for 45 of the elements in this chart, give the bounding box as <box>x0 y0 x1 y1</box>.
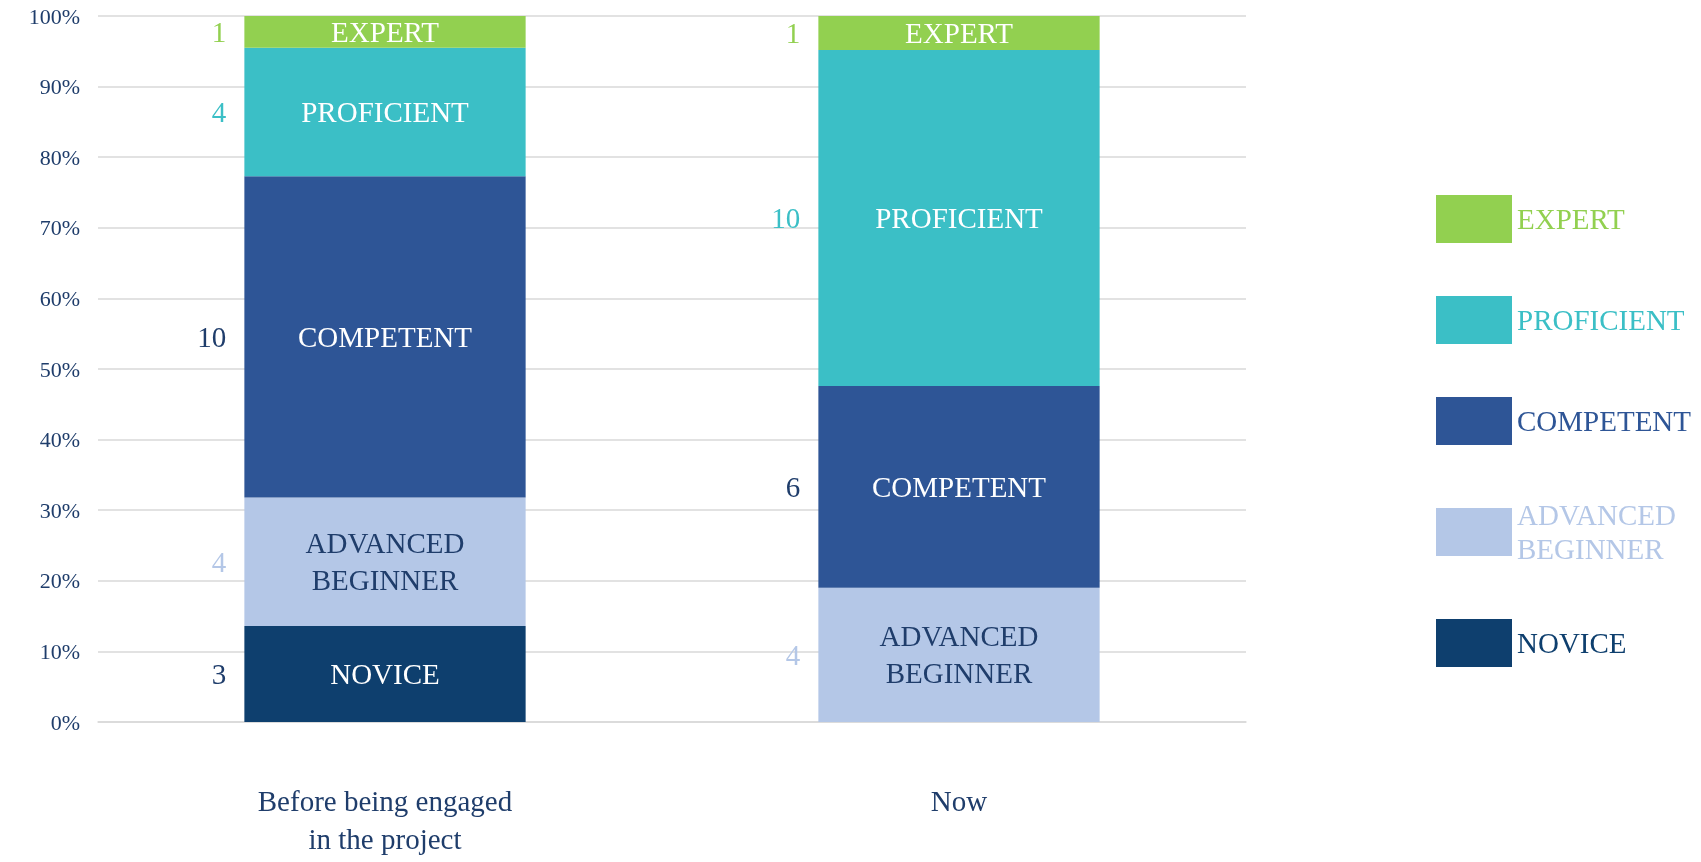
text: EXPERT <box>331 15 439 48</box>
bar <box>818 49 1100 386</box>
text: EXPERT <box>905 16 1013 49</box>
text: COMPETENT <box>872 470 1046 503</box>
bar <box>818 587 1100 722</box>
text: ADVANCED BEGINNER <box>879 620 1039 690</box>
text: NOVICE <box>330 657 440 690</box>
text: PROFICIENT <box>301 96 469 129</box>
annotation: 4 <box>785 638 801 671</box>
legend-label: PROFICIENT <box>1517 304 1685 336</box>
y-tick-label: 20% <box>39 568 80 594</box>
bar <box>244 497 526 626</box>
y-tick-label: 60% <box>39 285 80 311</box>
bar <box>244 16 526 48</box>
x-tick-label: Before being engaged in the project <box>257 785 513 855</box>
y-tick-label: 100% <box>28 3 80 29</box>
bar <box>244 625 526 722</box>
annotation: 4 <box>211 96 227 129</box>
legend-label: ADVANCED BEGINNER <box>1517 499 1676 565</box>
annotation: 1 <box>211 15 227 48</box>
annotation: 10 <box>197 320 227 353</box>
text: COMPETENT <box>298 320 472 353</box>
annotation: 10 <box>771 201 801 234</box>
y-tick-label: 70% <box>39 215 80 241</box>
y-tick-label: 40% <box>39 427 80 453</box>
legend-label: NOVICE <box>1517 627 1627 659</box>
y-tick-label: 50% <box>39 356 80 382</box>
y-tick-label: 30% <box>39 497 80 523</box>
annotation: 3 <box>211 657 227 690</box>
y-tick-label: 80% <box>39 144 80 170</box>
annotation: 1 <box>785 16 801 49</box>
bar <box>244 47 526 177</box>
text: ADVANCED BEGINNER <box>305 527 465 597</box>
legend-label: COMPETENT <box>1517 405 1692 437</box>
annotation: 4 <box>211 545 227 578</box>
y-tick-label: 0% <box>50 709 80 735</box>
text: PROFICIENT <box>875 201 1043 234</box>
y-tick-label: 90% <box>39 74 80 100</box>
bar <box>818 16 1100 50</box>
bar <box>818 385 1100 588</box>
legend-label: EXPERT <box>1517 203 1626 235</box>
bar <box>244 176 526 498</box>
y-tick-label: 10% <box>39 638 80 664</box>
annotation: 6 <box>785 470 801 503</box>
x-tick-label: Now <box>930 785 988 817</box>
